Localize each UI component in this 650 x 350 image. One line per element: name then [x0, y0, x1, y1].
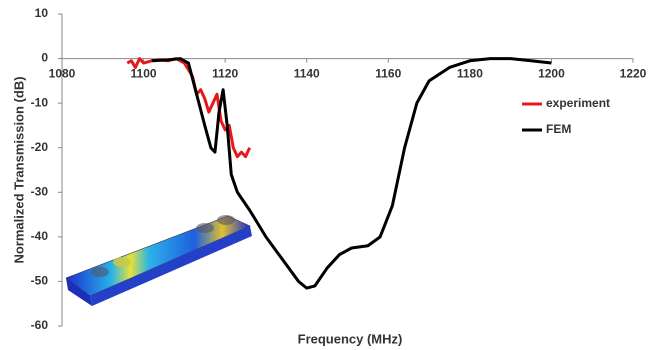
y-axis-title: Normalized Transmission (dB) — [11, 76, 26, 263]
y-tick-label: -40 — [31, 229, 49, 243]
fem-inset — [66, 215, 252, 306]
x-axis-title: Frequency (MHz) — [298, 331, 403, 346]
y-tick-label: -10 — [31, 95, 49, 109]
y-tick-label: 0 — [41, 51, 48, 65]
series-line — [152, 59, 552, 289]
x-tick-label: 1160 — [375, 67, 401, 81]
y-tick-label: -20 — [31, 140, 49, 154]
x-tick-label: 1120 — [212, 67, 238, 81]
y-tick-label: -50 — [31, 274, 49, 288]
x-tick-label: 1140 — [294, 67, 320, 81]
y-tick-label: -30 — [31, 184, 49, 198]
x-tick-label: 1220 — [620, 67, 647, 81]
x-tick-label: 1100 — [131, 67, 157, 81]
y-tick-label: 10 — [35, 6, 49, 20]
legend-label: FEM — [546, 122, 571, 136]
x-tick-label: 1200 — [538, 67, 565, 81]
x-tick-label: 1080 — [49, 67, 76, 81]
y-tick-label: -60 — [31, 318, 49, 332]
legend-label: experiment — [546, 96, 610, 110]
chart: Normalized Transmission (dB) Frequency (… — [0, 0, 650, 350]
x-tick-label: 1180 — [457, 67, 483, 81]
